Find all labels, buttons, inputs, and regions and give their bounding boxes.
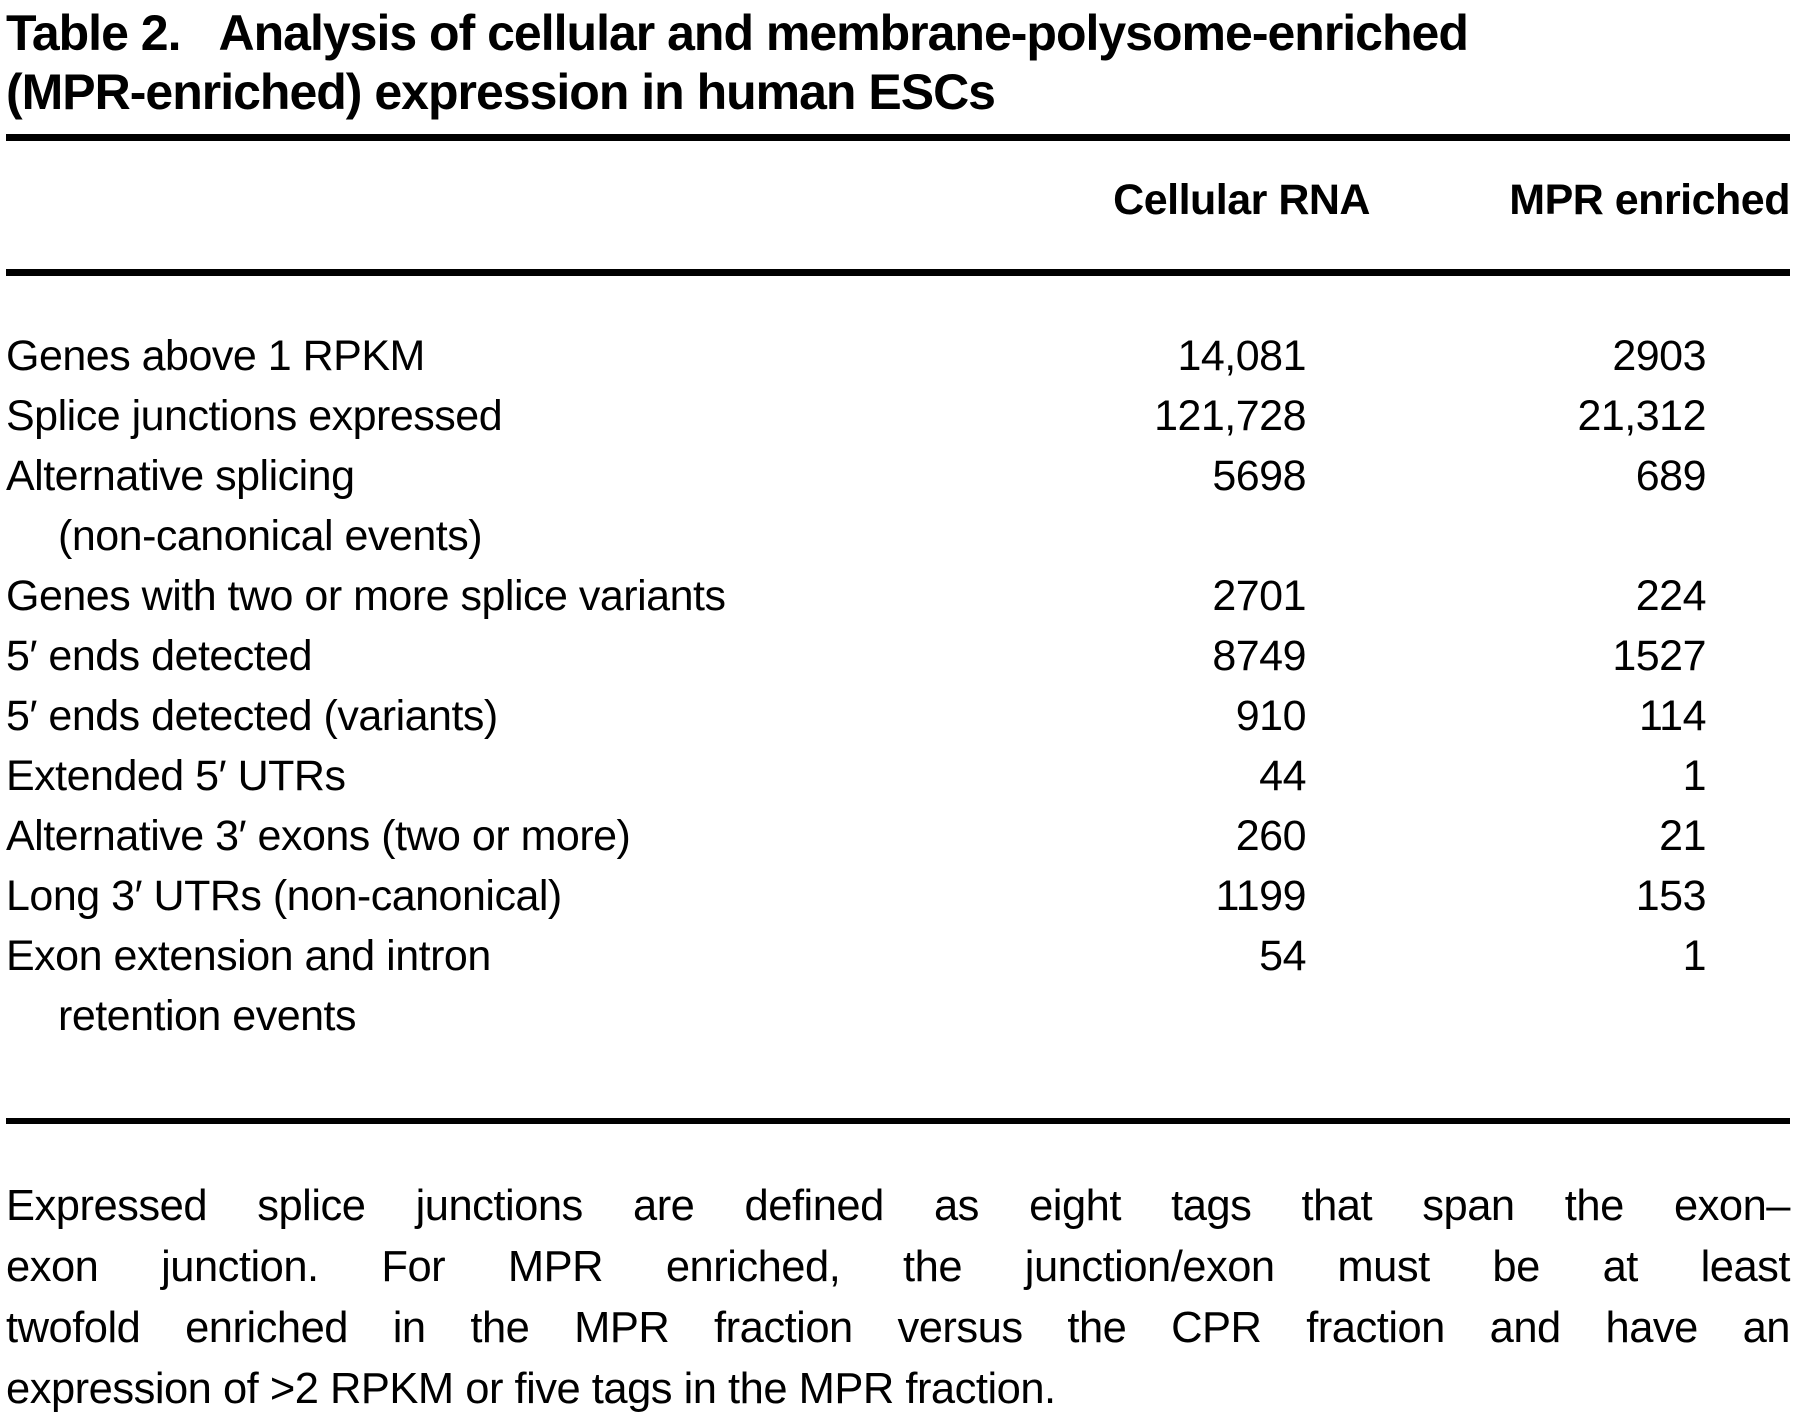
table-title-line2: (MPR-enriched) expression in human ESCs [6, 64, 996, 120]
row-label: Genes above 1 RPKM [6, 332, 425, 380]
table-top-rule [6, 134, 1790, 141]
row-label: Alternative splicing (non-canonical even… [6, 446, 1010, 566]
table-row: Exon extension and intron retention even… [6, 926, 1790, 1046]
cell-mpr-enriched: 21,312 [1577, 392, 1706, 440]
table-row: Alternative splicing (non-canonical even… [6, 446, 1790, 566]
cell-mpr-enriched: 224 [1635, 572, 1707, 620]
footnote-line: Expressed splice junctions are defined a… [6, 1182, 1791, 1230]
row-label-line1: Exon extension and intron [6, 932, 491, 980]
table-bottom-rule [6, 1118, 1790, 1124]
footnote-line: twofold enriched in the MPR fraction ver… [6, 1304, 1791, 1352]
table-title-line1: Table 2. Analysis of cellular and membran… [6, 4, 1790, 63]
table-title: Table 2. Analysis of cellular and membran… [6, 4, 1790, 122]
table-header-row: Cellular RNA MPR enriched [6, 177, 1790, 223]
table-row: Splice junctions expressed 121,728 21,31… [6, 386, 1790, 446]
table-row: 5′ ends detected (variants) 910 114 [6, 686, 1790, 746]
cell-cellular-rna: 54 [1259, 932, 1306, 980]
table-row: 5′ ends detected 8749 1527 [6, 626, 1790, 686]
cell-cellular-rna: 1199 [1215, 872, 1307, 920]
cell-cellular-rna: 5698 [1212, 452, 1306, 500]
row-label: 5′ ends detected [6, 632, 313, 680]
table-row: Genes above 1 RPKM 14,081 2903 [6, 326, 1790, 386]
cell-cellular-rna: 44 [1259, 752, 1306, 800]
cell-cellular-rna: 910 [1235, 692, 1307, 740]
cell-mpr-enriched: 21 [1659, 812, 1706, 860]
cell-cellular-rna: 8749 [1212, 632, 1306, 680]
cell-mpr-enriched: 2903 [1612, 332, 1706, 380]
table-row: Alternative 3′ exons (two or more) 260 2… [6, 806, 1790, 866]
table-number-label: Table 2. [6, 5, 181, 61]
row-label: Extended 5′ UTRs [6, 752, 346, 800]
row-label: Long 3′ UTRs (non-canonical) [6, 872, 562, 920]
row-label: Genes with two or more splice variants [6, 572, 726, 620]
cell-cellular-rna: 14,081 [1177, 332, 1306, 380]
row-label: Splice junctions expressed [6, 392, 503, 440]
row-label: Alternative 3′ exons (two or more) [6, 812, 631, 860]
cell-cellular-rna: 260 [1235, 812, 1307, 860]
column-header-mpr-enriched: MPR enriched [1509, 176, 1790, 224]
column-header-cellular-rna: Cellular RNA [1113, 176, 1370, 224]
footnote-line: exon junction. For MPR enriched, the jun… [6, 1243, 1791, 1291]
row-label-line2: retention events [58, 992, 356, 1040]
cell-mpr-enriched: 1 [1682, 752, 1707, 800]
row-label: Exon extension and intron retention even… [6, 926, 1010, 1046]
row-label: 5′ ends detected (variants) [6, 692, 498, 740]
footnote-line: expression of >2 RPKM or five tags in th… [6, 1365, 1056, 1413]
table-body: Genes above 1 RPKM 14,081 2903 Splice ju… [6, 326, 1790, 1046]
cell-cellular-rna: 121,728 [1154, 392, 1306, 440]
table-row: Genes with two or more splice variants 2… [6, 566, 1790, 626]
cell-mpr-enriched: 114 [1638, 692, 1707, 740]
row-label-line1: Alternative splicing [6, 452, 355, 500]
table-row: Extended 5′ UTRs 44 1 [6, 746, 1790, 806]
cell-mpr-enriched: 153 [1635, 872, 1707, 920]
cell-mpr-enriched: 1 [1682, 932, 1707, 980]
table-footnote: Expressed splice junctions are defined a… [6, 1176, 1791, 1420]
table-header-rule [6, 269, 1790, 276]
cell-mpr-enriched: 1527 [1612, 632, 1706, 680]
table-title-text: Analysis of cellular and membrane-polyso… [218, 5, 1468, 61]
table-row: Long 3′ UTRs (non-canonical) 1199 153 [6, 866, 1790, 926]
row-label-line2: (non-canonical events) [58, 512, 483, 560]
cell-mpr-enriched: 689 [1635, 452, 1707, 500]
cell-cellular-rna: 2701 [1212, 572, 1306, 620]
